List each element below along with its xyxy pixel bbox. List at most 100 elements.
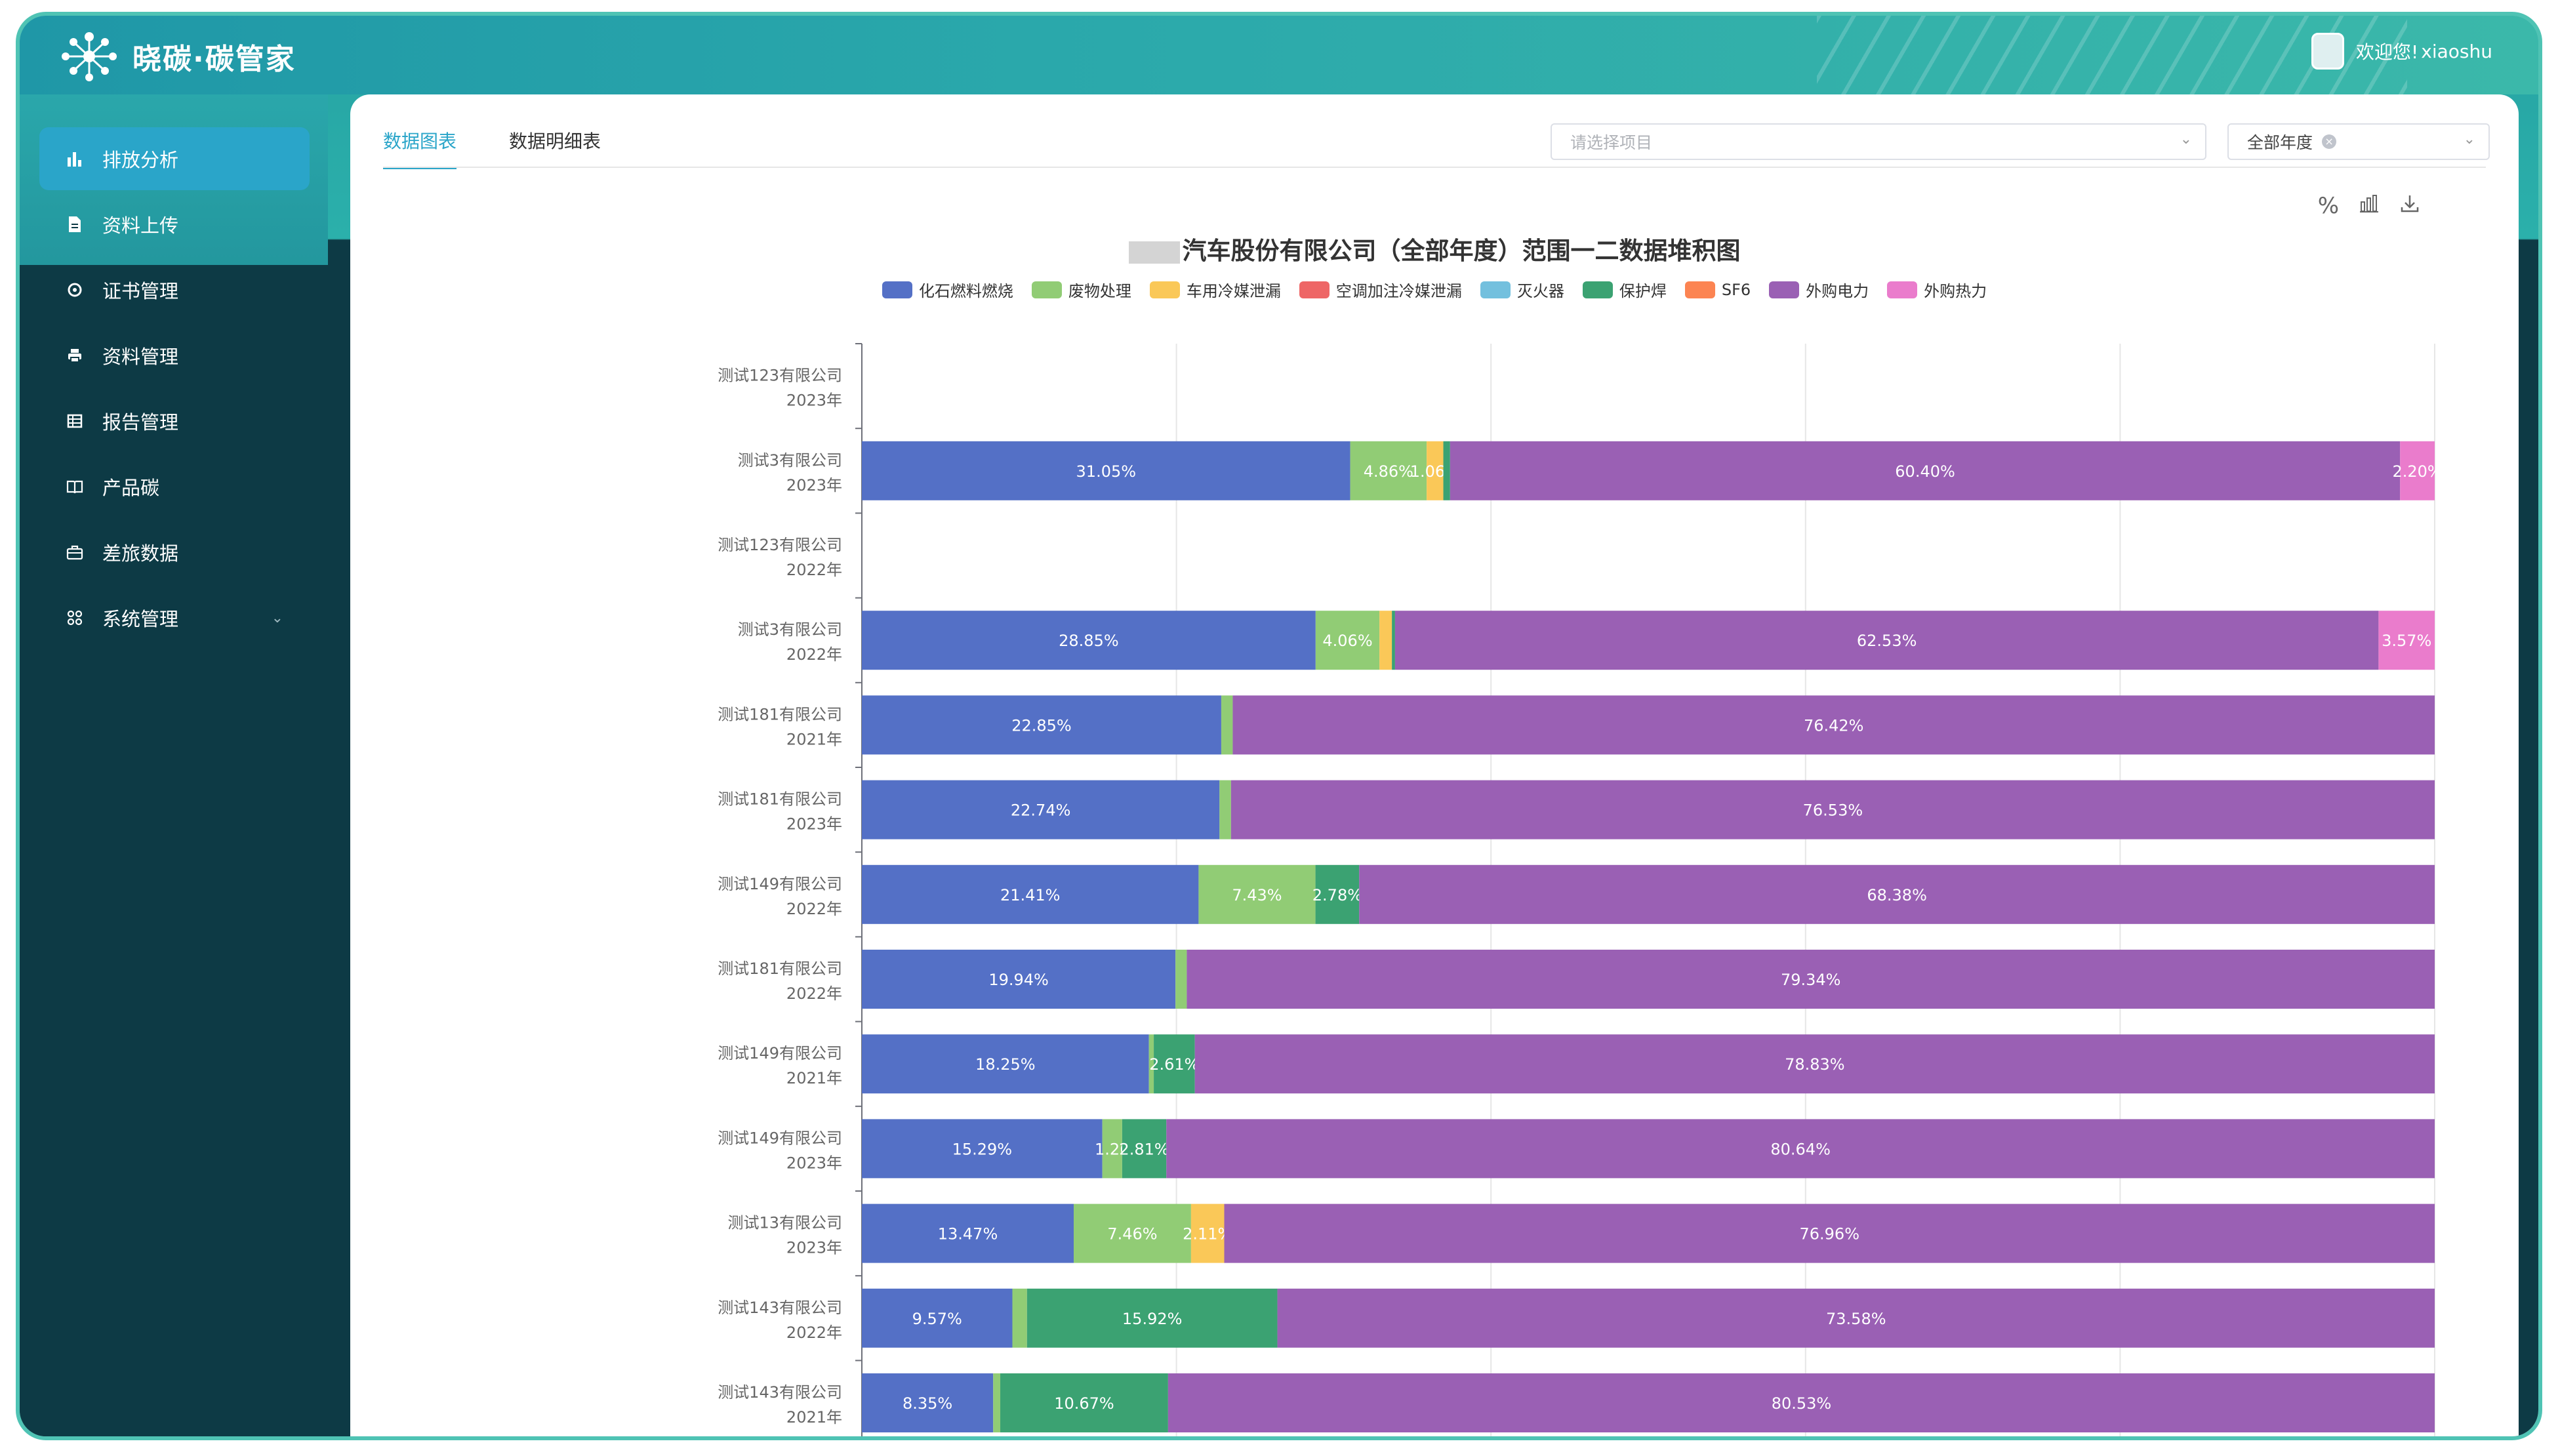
project-select[interactable]: 请选择项目 ⌄ xyxy=(1551,123,2206,160)
bar-segment xyxy=(862,1373,994,1432)
project-select-placeholder: 请选择项目 xyxy=(1570,133,1653,152)
legend-item[interactable]: 空调加注冷媒泄漏 xyxy=(1299,278,1462,301)
legend-item[interactable]: 化石燃料燃烧 xyxy=(882,278,1013,301)
legend-item[interactable]: 废物处理 xyxy=(1031,278,1131,301)
chevron-down-icon[interactable]: ⌄ xyxy=(271,609,283,626)
category-label-company: 测试149有限公司 xyxy=(718,1129,842,1147)
bar-segment xyxy=(1379,611,1392,670)
bar-value-label: 22.85% xyxy=(1011,716,1072,735)
bar-segment xyxy=(1175,950,1187,1009)
legend-label: 化石燃料燃烧 xyxy=(918,282,1013,300)
chart-legend: 化石燃料燃烧 废物处理 车用冷媒泄漏 空调加注冷媒泄漏 灭火器 保护焊 SF6 外购电力 外购热… xyxy=(350,278,2519,301)
sidebar-item-system[interactable]: 系统管理 ⌄ xyxy=(39,586,310,649)
category-label-year: 2021年 xyxy=(786,1408,842,1426)
sidebar-item-travel[interactable]: 差旅数据 xyxy=(39,521,310,584)
tab-bar: 数据图表 数据明细表 xyxy=(383,127,601,169)
category-label-year: 2021年 xyxy=(786,730,842,748)
app-name: 晓碳·碳管家 xyxy=(132,43,296,76)
sidebar-item-label: 产品碳 xyxy=(102,477,160,499)
chevron-down-icon: ⌄ xyxy=(2463,131,2475,148)
bar-segment xyxy=(1221,695,1233,755)
bar-value-label: 19.94% xyxy=(988,971,1049,989)
category-label-company: 测试181有限公司 xyxy=(718,960,842,978)
sidebar-menu: 排放分析 资料上传 证书管理 资料管理 报告管理 xyxy=(39,127,310,652)
sidebar-item-documents[interactable]: 资料管理 xyxy=(39,324,310,387)
bar-value-label: 7.46% xyxy=(1107,1225,1157,1244)
legend-item[interactable]: SF6 xyxy=(1684,278,1751,301)
sidebar-item-label: 证书管理 xyxy=(102,280,179,302)
bar-value-label: 2.20% xyxy=(2392,462,2442,481)
user-menu[interactable]: 欢迎您! xiaoshu xyxy=(2311,33,2492,70)
app-logo[interactable]: 晓碳·碳管家 xyxy=(59,30,296,83)
sidebar-item-product-carbon[interactable]: 产品碳 xyxy=(39,455,310,518)
tab-data-detail[interactable]: 数据明细表 xyxy=(509,131,601,152)
bar-value-label: 18.25% xyxy=(975,1055,1036,1074)
bar-value-label: 21.41% xyxy=(1000,886,1061,904)
grid-icon xyxy=(66,609,84,627)
category-label-year: 2022年 xyxy=(786,900,842,918)
legend-swatch xyxy=(1299,281,1330,298)
sidebar-item-upload[interactable]: 资料上传 xyxy=(39,193,310,256)
legend-swatch xyxy=(1887,281,1918,298)
bar-value-label: 76.96% xyxy=(1799,1225,1859,1244)
bar-segment xyxy=(1198,864,1316,924)
legend-label: SF6 xyxy=(1721,280,1751,299)
sidebar-item-reports[interactable]: 报告管理 xyxy=(39,390,310,453)
redacted-block xyxy=(1128,241,1180,264)
category-label-company: 测试149有限公司 xyxy=(718,875,842,893)
bar-segment xyxy=(1122,1119,1167,1179)
bar-value-label: 13.47% xyxy=(938,1225,998,1244)
sidebar-item-label: 资料管理 xyxy=(102,346,179,368)
bar-value-label: 4.86% xyxy=(1364,462,1413,481)
bar-value-label: 8.35% xyxy=(903,1394,952,1413)
category-label-company: 测试143有限公司 xyxy=(718,1383,842,1402)
sidebar xyxy=(20,94,328,1436)
legend-item[interactable]: 外购热力 xyxy=(1887,278,1987,301)
sidebar-item-label: 排放分析 xyxy=(102,149,179,171)
bar-segment xyxy=(1074,1203,1191,1263)
bar-value-label: 68.38% xyxy=(1867,886,1927,904)
sidebar-item-emission-analysis[interactable]: 排放分析 xyxy=(39,127,310,190)
bar-segment xyxy=(1350,441,1427,500)
bar-value-label: 2.61% xyxy=(1149,1055,1199,1074)
bar-chart-icon[interactable] xyxy=(2359,193,2380,220)
sidebar-item-certificates[interactable]: 证书管理 xyxy=(39,258,310,321)
bar-chart-icon xyxy=(66,150,84,168)
category-label-company: 测试149有限公司 xyxy=(718,1044,842,1062)
bar-segment xyxy=(862,1288,1013,1348)
category-label-year: 2023年 xyxy=(786,392,842,410)
bar-segment xyxy=(2378,611,2435,670)
avatar[interactable] xyxy=(2311,33,2345,70)
category-label-company: 测试3有限公司 xyxy=(738,451,842,470)
legend-item[interactable]: 灭火器 xyxy=(1480,278,1564,301)
bar-segment xyxy=(1187,950,2435,1009)
bar-segment xyxy=(1219,780,1231,839)
clear-icon[interactable]: × xyxy=(2322,134,2337,149)
legend-item[interactable]: 车用冷媒泄漏 xyxy=(1149,278,1281,301)
bar-value-label: 31.05% xyxy=(1076,462,1137,481)
year-select[interactable]: 全部年度 × ⌄ xyxy=(2227,123,2490,160)
main-panel: 数据图表 数据明细表 请选择项目 ⌄ 全部年度 × ⌄ % 汽车股份有限公司（全… xyxy=(350,94,2519,1436)
bar-value-label: 3.57% xyxy=(2382,632,2431,650)
bar-segment xyxy=(862,1119,1103,1179)
legend-label: 废物处理 xyxy=(1068,282,1131,300)
category-label-year: 2022年 xyxy=(786,561,842,579)
legend-item[interactable]: 外购电力 xyxy=(1769,278,1869,301)
bar-segment xyxy=(1315,864,1360,924)
category-label-year: 2023年 xyxy=(786,1154,842,1172)
percent-icon[interactable]: % xyxy=(2317,193,2339,219)
app-window: 晓碳·碳管家 欢迎您! xiaoshu 排放分析 资料上传 证书管理 xyxy=(20,16,2538,1436)
bar-segment xyxy=(1166,1119,2435,1179)
legend-item[interactable]: 保护焊 xyxy=(1582,278,1667,301)
category-label-company: 测试181有限公司 xyxy=(718,790,842,809)
legend-swatch xyxy=(1769,281,1800,298)
bar-value-label: 2.81% xyxy=(1119,1140,1169,1158)
category-label-year: 2021年 xyxy=(786,1069,842,1087)
category-label-year: 2022年 xyxy=(786,1324,842,1342)
tab-data-chart[interactable]: 数据图表 xyxy=(383,127,457,169)
bar-segment xyxy=(1102,1119,1122,1179)
bar-value-label: 9.57% xyxy=(912,1310,962,1328)
download-icon[interactable] xyxy=(2399,193,2420,220)
bar-value-label: 60.40% xyxy=(1895,462,1955,481)
